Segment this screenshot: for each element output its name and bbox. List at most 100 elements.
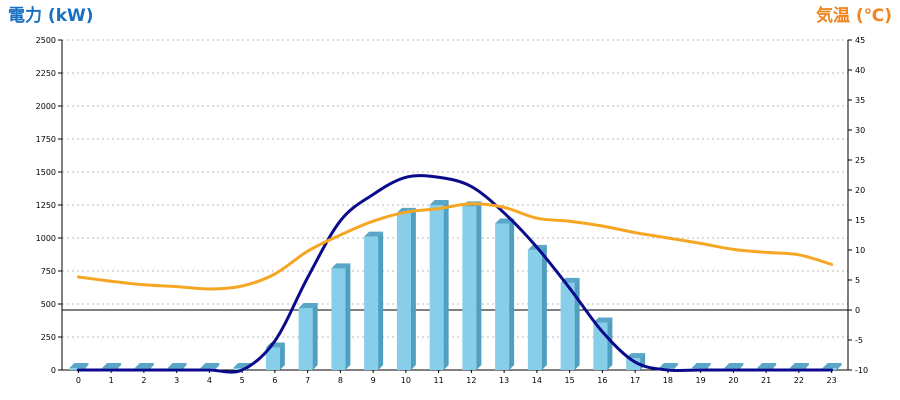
power-bar-side [705, 363, 711, 370]
right-tick-label: 10 [855, 246, 865, 255]
right-tick-label: 15 [855, 216, 865, 225]
x-tick-label: 14 [532, 376, 542, 385]
power-bar-side [148, 363, 154, 370]
power-bar-side [476, 201, 482, 370]
x-tick-label: 23 [827, 376, 837, 385]
power-bar-side [541, 244, 547, 370]
power-bar [265, 347, 280, 370]
x-tick-label: 10 [401, 376, 411, 385]
x-tick-label: 15 [565, 376, 575, 385]
power-bar [396, 212, 411, 370]
x-tick-label: 1 [109, 376, 114, 385]
x-tick-label: 11 [434, 376, 444, 385]
power-bar-side [738, 363, 744, 370]
power-bar-side [181, 363, 187, 370]
power-bar-side [803, 363, 809, 370]
power-bar-top [167, 363, 187, 368]
x-tick-label: 17 [630, 376, 640, 385]
x-tick-label: 0 [76, 376, 81, 385]
x-tick-label: 8 [338, 376, 343, 385]
left-tick-label: 1500 [36, 168, 56, 177]
x-tick-label: 7 [305, 376, 310, 385]
power-bar-side [345, 263, 351, 370]
x-tick-label: 12 [466, 376, 476, 385]
x-tick-label: 5 [240, 376, 245, 385]
left-tick-label: 0 [51, 366, 56, 375]
power-bar-top [593, 317, 613, 323]
power-bar-top [691, 363, 711, 368]
x-tick-label: 19 [696, 376, 706, 385]
power-bar [560, 282, 575, 370]
power-bar-side [312, 302, 318, 370]
power-bar-top [626, 353, 646, 359]
right-tick-label: 30 [855, 126, 865, 135]
power-bar-side [672, 363, 678, 370]
x-tick-label: 20 [728, 376, 738, 385]
power-bar-side [509, 218, 515, 370]
power-curve-line [76, 174, 834, 374]
right-tick-label: 5 [855, 276, 860, 285]
right-axis-title: 気温 (℃) [815, 6, 892, 26]
right-tick-label: 20 [855, 186, 865, 195]
power-bar-side [607, 317, 613, 370]
power-bar-top [200, 363, 220, 368]
power-bar-side [443, 200, 449, 370]
power-bar-top [298, 302, 318, 308]
right-tick-label: 40 [855, 66, 865, 75]
left-tick-label: 1250 [36, 201, 56, 210]
x-tick-label: 2 [141, 376, 146, 385]
x-tick-label: 13 [499, 376, 509, 385]
power-bar [233, 368, 248, 370]
power-bar-top [102, 363, 122, 368]
power-bar [626, 358, 641, 370]
left-tick-label: 750 [41, 267, 56, 276]
power-bar-top [331, 263, 351, 269]
x-tick-label: 22 [794, 376, 804, 385]
right-tick-label: -5 [855, 336, 863, 345]
power-bar-side [574, 277, 580, 370]
power-bar-top [364, 231, 384, 237]
power-bar-top [724, 363, 744, 368]
power-bar [298, 307, 313, 370]
x-tick-label: 6 [272, 376, 277, 385]
right-tick-label: 35 [855, 96, 865, 105]
power-bar-top [822, 363, 842, 368]
power-bar-top [789, 363, 809, 368]
power-bar [429, 205, 444, 370]
left-tick-label: 250 [41, 333, 56, 342]
power-bar [331, 268, 346, 370]
x-tick-label: 18 [663, 376, 673, 385]
power-bar-top [69, 363, 89, 368]
power-bar [462, 206, 477, 370]
x-tick-label: 9 [371, 376, 376, 385]
left-tick-label: 2250 [36, 69, 56, 78]
x-tick-label: 3 [174, 376, 179, 385]
temperature-line [76, 202, 834, 291]
power-bar-top [757, 363, 777, 368]
left-tick-label: 2500 [36, 36, 56, 45]
power-bar [364, 236, 379, 370]
x-tick-label: 21 [761, 376, 771, 385]
power-bar [527, 249, 542, 370]
power-bar-top [658, 363, 678, 368]
power-bar [69, 368, 84, 370]
power-bar-top [134, 363, 154, 368]
power-bar-side [378, 231, 384, 370]
left-tick-label: 1750 [36, 135, 56, 144]
left-tick-label: 2000 [36, 102, 56, 111]
power-bar-side [214, 363, 220, 370]
left-tick-label: 500 [41, 300, 56, 309]
power-bar-side [836, 363, 842, 370]
power-bar-side [83, 363, 89, 370]
x-tick-label: 16 [597, 376, 607, 385]
right-tick-label: -10 [855, 366, 868, 375]
left-axis-title: 電力 (kW) [8, 6, 94, 26]
power-bar [495, 223, 510, 370]
right-tick-label: 25 [855, 156, 865, 165]
power-bar-side [116, 363, 122, 370]
right-tick-label: 0 [855, 306, 860, 315]
left-tick-label: 1000 [36, 234, 56, 243]
right-tick-label: 45 [855, 36, 865, 45]
power-bar-top [429, 200, 449, 205]
